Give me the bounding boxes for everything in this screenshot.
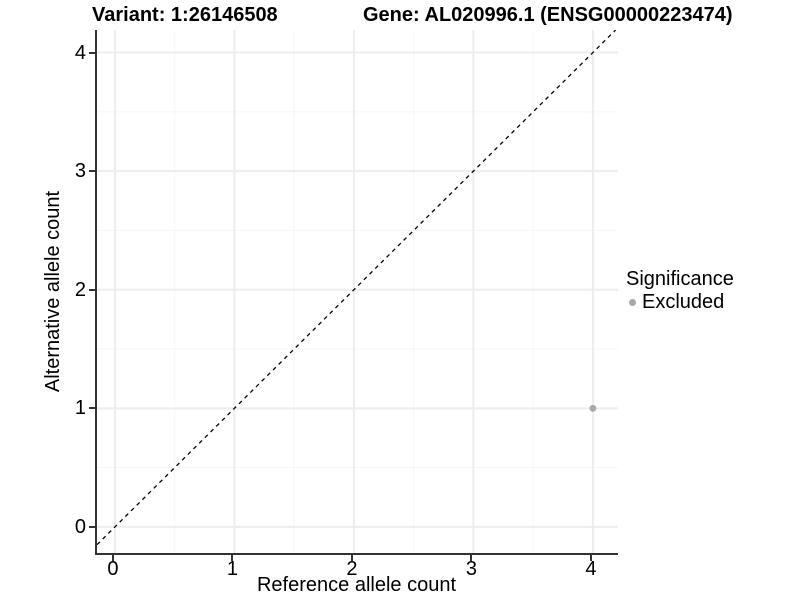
x-tick-label: 2: [346, 558, 358, 580]
x-tick-mark: [111, 555, 114, 561]
y-tick-mark: [89, 170, 95, 173]
x-tick-mark: [231, 555, 234, 561]
y-tick-mark: [89, 51, 95, 54]
y-tick-label: 4: [74, 41, 86, 64]
x-tick-label: 1: [226, 558, 238, 580]
legend-items: Excluded: [626, 291, 734, 314]
y-tick-mark: [89, 525, 95, 528]
plot-panel: [95, 30, 618, 555]
x-tick-label: 4: [585, 558, 597, 580]
y-tick-mark: [89, 288, 95, 291]
x-axis-title: Reference allele count: [256, 574, 456, 596]
x-tick-mark: [470, 555, 473, 561]
data-point: [589, 404, 597, 412]
x-tick-label: 0: [107, 558, 119, 580]
identity-dashed-line: [97, 30, 617, 546]
x-tick-mark: [589, 555, 592, 561]
y-tick-mark: [89, 407, 95, 410]
legend-item-label: Excluded: [642, 291, 725, 313]
x-tick-mark: [350, 555, 353, 561]
legend-title: Significance: [626, 268, 734, 290]
legend: Significance Excluded: [626, 268, 734, 314]
plot-title-gene: Gene: AL020996.1 (ENSG00000223474): [363, 4, 733, 26]
legend-item: Excluded: [626, 291, 734, 314]
y-tick-label: 1: [74, 397, 86, 420]
y-axis-title: Alternative allele count: [42, 190, 64, 393]
x-tick-label: 3: [465, 558, 477, 580]
y-tick-label: 2: [74, 278, 86, 301]
legend-point-icon: [629, 299, 636, 306]
plot-title-variant: Variant: 1:26146508: [92, 4, 278, 26]
plot-area-canvas: [97, 30, 618, 553]
y-tick-label: 3: [74, 160, 86, 183]
y-tick-label: 0: [74, 515, 86, 538]
